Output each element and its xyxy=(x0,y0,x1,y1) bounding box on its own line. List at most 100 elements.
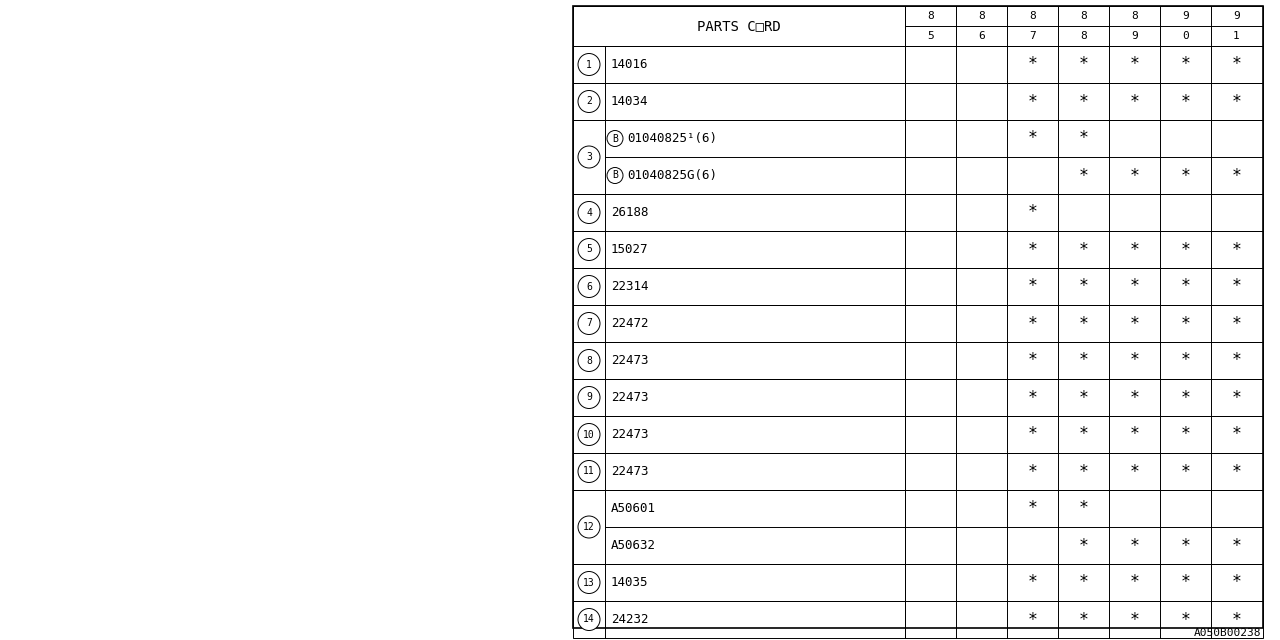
Text: *: * xyxy=(1079,314,1088,333)
Bar xyxy=(573,342,1263,379)
Text: *: * xyxy=(1180,351,1190,369)
Text: *: * xyxy=(1028,463,1038,481)
Text: *: * xyxy=(1028,241,1038,259)
Text: *: * xyxy=(1231,56,1242,74)
Bar xyxy=(573,453,1263,490)
Text: *: * xyxy=(1079,166,1088,184)
Bar xyxy=(573,379,1263,416)
Text: 22473: 22473 xyxy=(611,354,649,367)
Text: 0: 0 xyxy=(1183,31,1189,41)
Text: *: * xyxy=(1079,56,1088,74)
Text: 13: 13 xyxy=(584,577,595,588)
Text: 8: 8 xyxy=(1080,11,1087,21)
Text: 14034: 14034 xyxy=(611,95,649,108)
Text: *: * xyxy=(1028,351,1038,369)
Text: *: * xyxy=(1079,129,1088,147)
Bar xyxy=(573,490,1263,564)
Text: *: * xyxy=(1028,93,1038,111)
Text: *: * xyxy=(1231,463,1242,481)
Text: 15027: 15027 xyxy=(611,243,649,256)
Text: *: * xyxy=(1129,166,1139,184)
Text: *: * xyxy=(1129,463,1139,481)
Text: *: * xyxy=(1028,388,1038,406)
Text: 6: 6 xyxy=(978,31,984,41)
Text: PARTS C□RD: PARTS C□RD xyxy=(698,19,781,33)
Text: 2: 2 xyxy=(586,97,591,106)
Circle shape xyxy=(579,387,600,408)
Text: B: B xyxy=(612,170,618,180)
Text: 12: 12 xyxy=(584,522,595,532)
Text: 1: 1 xyxy=(1233,31,1240,41)
Circle shape xyxy=(579,90,600,113)
Text: 3: 3 xyxy=(586,152,591,162)
Circle shape xyxy=(579,461,600,483)
Text: 7: 7 xyxy=(1029,31,1036,41)
Text: *: * xyxy=(1129,56,1139,74)
Text: 9: 9 xyxy=(1233,11,1240,21)
Text: 26188: 26188 xyxy=(611,206,649,219)
Text: 14035: 14035 xyxy=(611,576,649,589)
Text: 1: 1 xyxy=(586,60,591,70)
Text: *: * xyxy=(1079,241,1088,259)
Text: *: * xyxy=(1231,241,1242,259)
Text: 8: 8 xyxy=(1080,31,1087,41)
Text: 6: 6 xyxy=(586,282,591,291)
Text: A050B00238: A050B00238 xyxy=(1193,628,1261,638)
Text: *: * xyxy=(1231,388,1242,406)
Bar xyxy=(0,0,571,640)
Text: *: * xyxy=(1129,351,1139,369)
Text: *: * xyxy=(1129,611,1139,628)
Text: 4: 4 xyxy=(586,207,591,218)
Bar xyxy=(573,46,1263,83)
Text: 22314: 22314 xyxy=(611,280,649,293)
Text: *: * xyxy=(1079,463,1088,481)
Text: *: * xyxy=(1180,611,1190,628)
Text: 8: 8 xyxy=(978,11,984,21)
Circle shape xyxy=(579,516,600,538)
Circle shape xyxy=(607,131,623,147)
Bar xyxy=(573,120,1263,194)
Text: *: * xyxy=(1028,129,1038,147)
Circle shape xyxy=(579,312,600,335)
Text: 10: 10 xyxy=(584,429,595,440)
Bar xyxy=(573,83,1263,120)
Circle shape xyxy=(579,609,600,630)
Circle shape xyxy=(607,168,623,184)
Text: *: * xyxy=(1129,278,1139,296)
Text: 11: 11 xyxy=(584,467,595,477)
Text: *: * xyxy=(1180,241,1190,259)
Text: 14016: 14016 xyxy=(611,58,649,71)
Text: A50632: A50632 xyxy=(611,539,657,552)
Circle shape xyxy=(579,349,600,371)
Bar xyxy=(573,194,1263,231)
Text: 14: 14 xyxy=(584,614,595,625)
Text: *: * xyxy=(1079,388,1088,406)
Text: 22473: 22473 xyxy=(611,391,649,404)
Text: *: * xyxy=(1231,351,1242,369)
Circle shape xyxy=(579,202,600,223)
Text: *: * xyxy=(1028,204,1038,221)
Text: *: * xyxy=(1079,278,1088,296)
Text: *: * xyxy=(1180,56,1190,74)
Text: *: * xyxy=(1180,573,1190,591)
Text: *: * xyxy=(1231,536,1242,554)
Bar xyxy=(573,601,1263,638)
Text: *: * xyxy=(1231,314,1242,333)
Text: 22473: 22473 xyxy=(611,428,649,441)
Text: *: * xyxy=(1129,314,1139,333)
Text: *: * xyxy=(1129,388,1139,406)
Circle shape xyxy=(579,146,600,168)
Text: 7: 7 xyxy=(586,319,591,328)
Text: *: * xyxy=(1129,536,1139,554)
Text: 5: 5 xyxy=(586,244,591,255)
Text: *: * xyxy=(1129,426,1139,444)
Bar xyxy=(573,416,1263,453)
Text: 5: 5 xyxy=(927,31,934,41)
Circle shape xyxy=(579,275,600,298)
Text: *: * xyxy=(1180,463,1190,481)
Bar xyxy=(573,6,1263,628)
Text: 8: 8 xyxy=(586,355,591,365)
Text: *: * xyxy=(1028,499,1038,518)
Text: 22472: 22472 xyxy=(611,317,649,330)
Text: *: * xyxy=(1079,573,1088,591)
